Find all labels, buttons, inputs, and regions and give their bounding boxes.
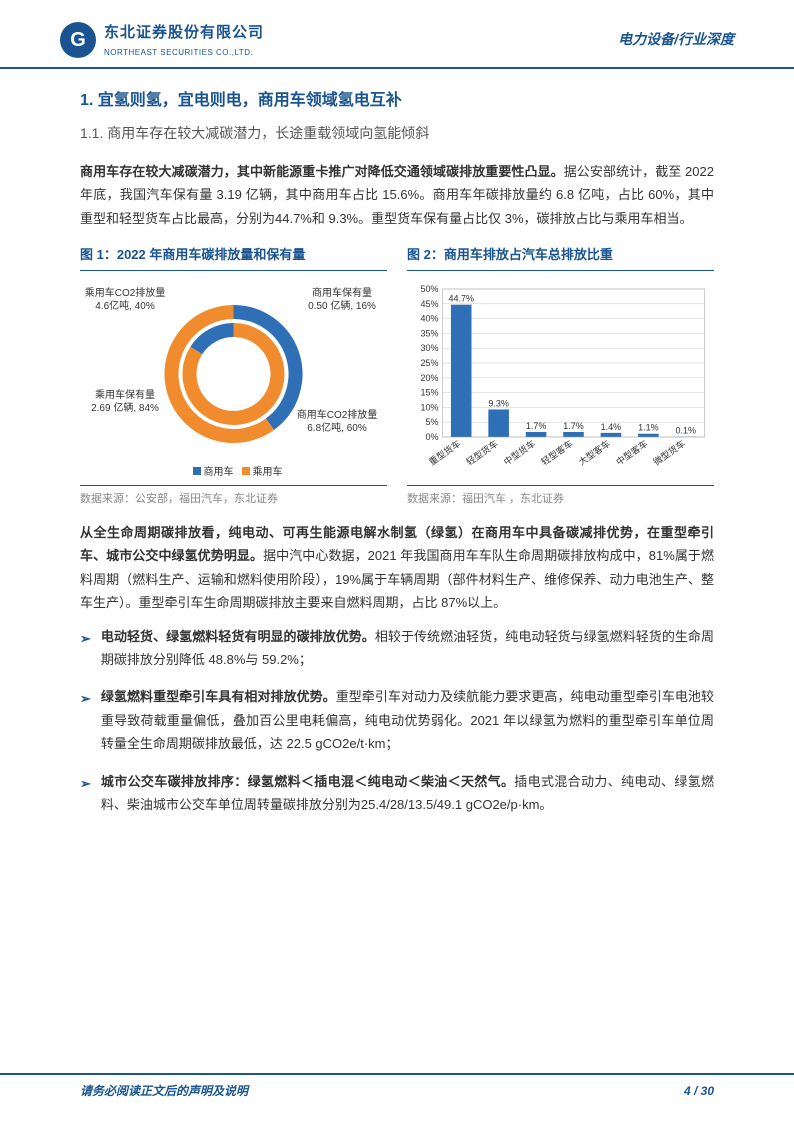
svg-text:10%: 10% [420,403,438,413]
bullet-marker-icon: ➢ [80,627,91,672]
company-name-en: NORTHEAST SECURITIES CO.,LTD. [104,46,264,60]
paragraph-1: 商用车存在较大减碳潜力，其中新能源重卡推广对降低交通领域碳排放重要性凸显。据公安… [80,160,714,230]
page-footer: 请务必阅读正文后的声明及说明 4 / 30 [0,1073,794,1101]
svg-text:30%: 30% [420,344,438,354]
bullet-list: ➢电动轻货、绿氢燃料轻货有明显的碳排放优势。相较于传统燃油轻货，纯电动轻货与绿氢… [80,625,714,817]
chart1-box: 乘用车CO2排放量4.6亿吨, 40% 商用车保有量0.50 亿辆, 16% 乘用车… [80,279,387,479]
bullet-item: ➢城市公交车碳排放排序：绿氢燃料＜插电混＜纯电动＜柴油＜天然气。插电式混合动力、… [80,770,714,817]
footer-page-number: 4 / 30 [684,1081,714,1101]
chart2-title: 图 2：商用车排放占汽车总排放比重 [407,244,714,271]
chart2-source: 数据来源：福田汽车 ，东北证券 [407,485,714,509]
chart2-box: 0% 5% 10% 15% 20% 25% 30% 35% 40% 45% 50% 44.7% 重型货车… [407,279,714,479]
donut-data-label: 乘用车保有量2.69 亿辆, 84% [80,389,170,415]
chart1-source: 数据来源：公安部，福田汽车，东北证券 [80,485,387,509]
svg-text:35%: 35% [420,329,438,339]
svg-text:1.1%: 1.1% [638,423,659,433]
bullet-item: ➢绿氢燃料重型牵引车具有相对排放优势。重型牵引车对动力及续航能力要求更高，纯电动… [80,685,714,755]
logo-icon: G [60,22,96,58]
charts-row: 图 1：2022 年商用车碳排放量和保有量 乘用车CO2排放量4.6亿吨, 40… [80,244,714,509]
chart2-column: 图 2：商用车排放占汽车总排放比重 0% 5% 10% 15% 20% 25% 30% 35%… [407,244,714,509]
bullet-item: ➢电动轻货、绿氢燃料轻货有明显的碳排放优势。相较于传统燃油轻货，纯电动轻货与绿氢… [80,625,714,672]
svg-text:大型客车: 大型客车 [576,438,612,468]
svg-text:9.3%: 9.3% [488,399,509,409]
bullet-marker-icon: ➢ [80,687,91,755]
section-number: 1. [80,92,93,109]
bullet-bold: 城市公交车碳排放排序：绿氢燃料＜插电混＜纯电动＜柴油＜天然气。 [101,774,514,789]
section-heading: 宜氢则氢，宜电则电，商用车领域氢电互补 [98,92,402,109]
subsection-number: 1.1. [80,125,103,141]
svg-text:0.1%: 0.1% [676,426,697,436]
svg-text:20%: 20% [420,373,438,383]
subsection-heading: 商用车存在较大减碳潜力，长途重载领域向氢能倾斜 [107,125,429,141]
svg-text:微型货车: 微型货车 [651,438,687,468]
donut-data-label: 乘用车CO2排放量4.6亿吨, 40% [80,287,170,313]
page-header: G 东北证券股份有限公司 NORTHEAST SECURITIES CO.,LT… [0,0,794,69]
bullet-text: 城市公交车碳排放排序：绿氢燃料＜插电混＜纯电动＜柴油＜天然气。插电式混合动力、纯… [101,770,714,817]
header-category: 电力设备/行业深度 [618,28,734,52]
company-name-cn: 东北证券股份有限公司 [104,20,264,46]
bullet-bold: 电动轻货、绿氢燃料轻货有明显的碳排放优势。 [101,629,375,644]
footer-disclaimer: 请务必阅读正文后的声明及说明 [80,1081,248,1101]
bullet-marker-icon: ➢ [80,772,91,817]
svg-text:重型货车: 重型货车 [427,438,463,468]
svg-text:40%: 40% [420,314,438,324]
chart1-column: 图 1：2022 年商用车碳排放量和保有量 乘用车CO2排放量4.6亿吨, 40… [80,244,387,509]
donut-data-label: 商用车CO2排放量6.8亿吨, 60% [287,409,387,435]
donut-legend: 商用车乘用车 [80,464,387,481]
logo-block: G 东北证券股份有限公司 NORTHEAST SECURITIES CO.,LT… [60,20,264,59]
svg-text:1.4%: 1.4% [601,422,622,432]
subsection-title: 1.1. 商用车存在较大减碳潜力，长途重载领域向氢能倾斜 [80,122,714,146]
bar-chart-svg: 0% 5% 10% 15% 20% 25% 30% 35% 40% 45% 50% 44.7% 重型货车… [407,279,714,479]
bullet-text: 绿氢燃料重型牵引车具有相对排放优势。重型牵引车对动力及续航能力要求更高，纯电动重… [101,685,714,755]
svg-text:1.7%: 1.7% [526,421,547,431]
svg-text:50%: 50% [420,284,438,294]
content-body: 1. 宜氢则氢，宜电则电，商用车领域氢电互补 1.1. 商用车存在较大减碳潜力，… [0,69,794,816]
svg-text:25%: 25% [420,358,438,368]
svg-text:轻型客车: 轻型客车 [539,438,575,468]
donut-data-label: 商用车保有量0.50 亿辆, 16% [297,287,387,313]
svg-text:1.7%: 1.7% [563,421,584,431]
svg-text:中型客车: 中型客车 [614,438,650,468]
svg-text:45%: 45% [420,299,438,309]
chart1-title: 图 1：2022 年商用车碳排放量和保有量 [80,244,387,271]
svg-text:0%: 0% [425,432,438,442]
svg-text:中型货车: 中型货车 [501,438,537,468]
svg-text:5%: 5% [425,418,438,428]
paragraph-2: 从全生命周期碳排放看，纯电动、可再生能源电解水制氢（绿氢）在商用车中具备碳减排优… [80,521,714,615]
svg-text:轻型货车: 轻型货车 [464,438,500,468]
bullet-bold: 绿氢燃料重型牵引车具有相对排放优势。 [101,689,336,704]
section-title: 1. 宜氢则氢，宜电则电，商用车领域氢电互补 [80,87,714,114]
svg-text:15%: 15% [420,388,438,398]
svg-text:44.7%: 44.7% [448,294,474,304]
para1-bold: 商用车存在较大减碳潜力，其中新能源重卡推广对降低交通领域碳排放重要性凸显。 [80,164,564,179]
bullet-text: 电动轻货、绿氢燃料轻货有明显的碳排放优势。相较于传统燃油轻货，纯电动轻货与绿氢燃… [101,625,714,672]
